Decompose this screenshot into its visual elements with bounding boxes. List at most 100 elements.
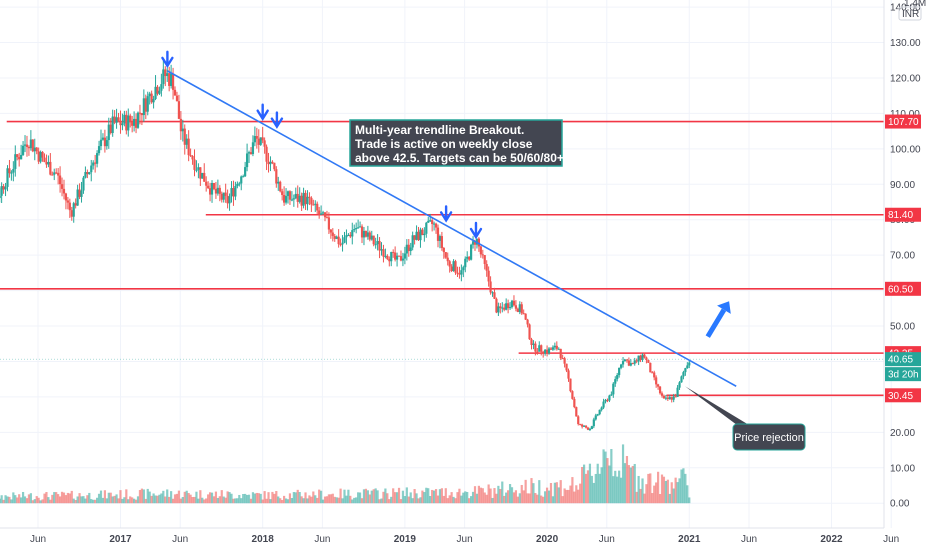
volume-bar <box>45 492 48 504</box>
candle-body <box>177 101 181 119</box>
candle-body <box>466 256 469 259</box>
candle-body <box>335 236 338 239</box>
y-tick-label: 10.00 <box>890 463 915 474</box>
volume-bar <box>505 492 508 504</box>
volume-bar <box>121 498 124 504</box>
volume-bar <box>201 497 204 504</box>
volume-bar <box>94 499 97 504</box>
volume-bar <box>310 496 313 504</box>
candle-body <box>390 252 393 262</box>
y-tick-label: 0.00 <box>890 499 910 510</box>
candle-body <box>353 229 356 231</box>
volume-bar <box>273 493 276 504</box>
volume-bar <box>586 470 590 504</box>
volume-bar <box>641 478 644 504</box>
candle-body <box>238 183 241 185</box>
volume-bar <box>148 491 151 504</box>
candle-body <box>148 93 151 97</box>
x-tick-label: 2017 <box>109 534 132 545</box>
volume-bar <box>228 492 231 504</box>
candle-body <box>657 384 660 387</box>
annotation-line: above 42.5. Targets can be 50/60/80++ <box>355 151 571 165</box>
candle-body <box>411 235 414 248</box>
volume-bar <box>635 491 638 504</box>
callout-text: Price rejection <box>734 432 804 444</box>
volume-bar <box>314 495 317 504</box>
volume-bar <box>545 487 549 504</box>
candle-body <box>382 249 385 257</box>
volume-bar <box>4 495 7 504</box>
candle-body <box>230 188 233 197</box>
volume-bar <box>185 490 188 504</box>
y-tick-label: 120.00 <box>890 73 921 84</box>
scale-note: 1.4M <box>904 0 926 9</box>
volume-bar <box>618 470 621 504</box>
candle-body <box>218 187 221 194</box>
volume-bar <box>296 489 299 504</box>
candle-body <box>208 188 212 195</box>
volume-bar <box>606 458 609 504</box>
candle-body <box>247 152 251 154</box>
volume-bar <box>181 497 184 504</box>
volume-bar <box>468 498 471 504</box>
x-tick-label: Jun <box>457 534 473 545</box>
volume-bar <box>271 491 274 504</box>
volume-bar <box>563 488 566 504</box>
candle-body <box>680 376 683 383</box>
candle-body <box>612 383 615 395</box>
volume-bar <box>84 498 87 504</box>
volume-bar <box>300 496 303 504</box>
candle-body <box>621 361 625 365</box>
time-axis: Jun 2017 Jun 2018 Jun 2019 Jun 2020 Jun 2021 Jun 20… <box>0 527 899 545</box>
candle-body <box>376 240 379 245</box>
volume-bar <box>584 473 588 504</box>
candle-body <box>242 176 245 178</box>
candle-body <box>195 169 198 171</box>
volume-bar <box>499 488 502 504</box>
volume-bar <box>92 499 95 504</box>
y-tick-label: 90.00 <box>890 180 915 191</box>
volume-bar <box>298 492 301 504</box>
volume-bar <box>485 494 488 504</box>
volume-bar <box>269 499 272 504</box>
candle-body <box>483 255 486 265</box>
volume-bar <box>483 492 486 504</box>
volume-bar <box>292 492 295 504</box>
volume-bar <box>649 473 652 504</box>
candle-body <box>586 427 590 430</box>
volume-bar <box>596 463 599 504</box>
candle-body <box>357 227 360 229</box>
candle-body <box>273 162 276 170</box>
x-tick-label: Jun <box>883 534 899 545</box>
volume-bar <box>275 491 278 504</box>
level-price-tag: 81.40 <box>888 210 913 221</box>
candle-body <box>228 196 231 204</box>
volume-bar <box>23 496 27 504</box>
candle-body <box>600 407 603 410</box>
volume-bar <box>164 496 167 504</box>
volume-bar <box>339 488 342 504</box>
candle-body <box>185 138 188 145</box>
candle-body <box>364 230 368 237</box>
candle-body <box>249 152 253 155</box>
volume-bar <box>12 492 15 504</box>
candle-body <box>31 139 34 152</box>
volume-bar <box>131 497 134 504</box>
candle-body <box>555 345 558 349</box>
candle-body <box>259 137 262 145</box>
candle-body <box>60 184 64 189</box>
volume-bar <box>405 487 408 504</box>
candle-body <box>524 313 527 320</box>
candle-body <box>427 220 430 223</box>
x-tick-label: Jun <box>30 534 46 545</box>
volume-bar <box>306 498 309 504</box>
volume-bar <box>286 499 290 504</box>
candle-body <box>207 185 210 189</box>
volume-bar <box>37 497 40 504</box>
y-tick-label: 20.00 <box>890 428 915 439</box>
level-price-tag: 60.50 <box>888 284 913 295</box>
candle-body <box>45 162 48 165</box>
candle-body <box>329 229 332 233</box>
candle-body <box>505 303 508 310</box>
